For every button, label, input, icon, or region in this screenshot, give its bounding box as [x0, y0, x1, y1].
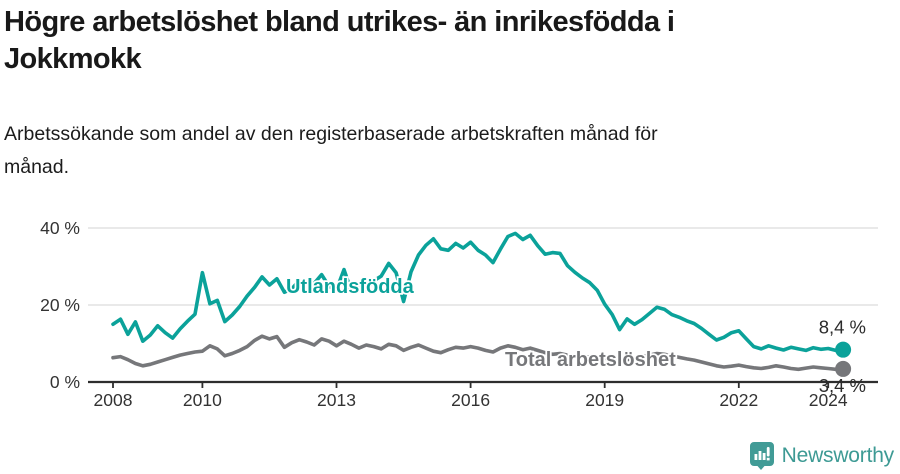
series-end-dot	[835, 341, 852, 358]
chart-title-line-2: Jokkmokk	[4, 43, 142, 75]
chart-subtitle-line-2: månad.	[4, 156, 70, 178]
newsworthy-logo: Newsworthy	[749, 441, 894, 470]
newsworthy-bubble-bar-chart-icon	[749, 442, 774, 470]
series-line-total	[111, 334, 845, 372]
chart-subtitle-line-1: Arbetssökande som andel av den registerb…	[4, 123, 658, 145]
series-end-value-label: 3,4 %	[819, 375, 866, 396]
x-tick-label: 2016	[451, 390, 490, 410]
series-line-utlandsfodda	[111, 231, 845, 353]
newsworthy-logo-text: Newsworthy	[781, 443, 895, 467]
x-tick-label: 2022	[719, 390, 758, 410]
exclamation-stem	[766, 447, 770, 457]
line-chart: 0 % 20 % 40 % 2008 2010 2013 2016 2019 2022 2024 8…	[40, 218, 878, 410]
series-end-value-label: 8,4 %	[819, 317, 866, 338]
x-tick-label: 2008	[94, 390, 133, 410]
chart-subtitle: Arbetssökande som andel av den registerb…	[4, 118, 784, 184]
x-tick-label: 2013	[317, 390, 356, 410]
chart-title-line-1: Högre arbetslöshet bland utrikes- än inr…	[4, 6, 675, 38]
series-inline-label: Total arbetslöshet	[505, 349, 676, 371]
y-tick-label: 40 %	[40, 218, 80, 238]
bubble-shape	[749, 442, 774, 470]
y-tick-label: 20 %	[40, 295, 80, 315]
series-end-dot	[835, 360, 852, 377]
x-tick-label: 2019	[585, 390, 624, 410]
bar-3	[762, 453, 766, 460]
chart-title: Högre arbetslöshet bland utrikes- än inr…	[4, 4, 894, 78]
x-tick-label: 2024	[809, 390, 848, 410]
bar-2	[758, 451, 762, 460]
bar-1	[754, 454, 757, 460]
exclamation-dot	[766, 457, 770, 461]
series-inline-label: Utlandsfödda	[286, 276, 415, 298]
y-tick-label: 0 %	[50, 372, 80, 392]
x-tick-label: 2010	[183, 390, 222, 410]
